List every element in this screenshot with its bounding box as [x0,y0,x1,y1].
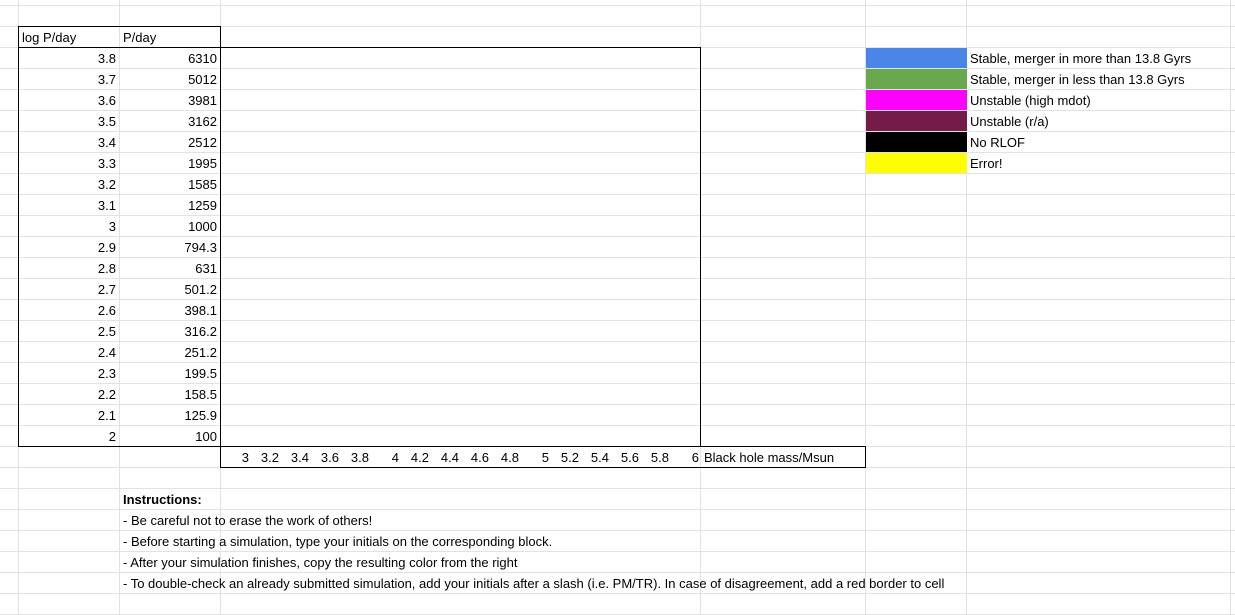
mass-value-cell[interactable]: 4.2 [410,450,429,465]
log-period-cell[interactable]: 2.7 [97,282,116,297]
instruction-line[interactable]: - Before starting a simulation, type you… [123,534,553,549]
header-log-period[interactable]: log P/day [22,30,77,45]
legend-label[interactable]: Unstable (high mdot) [970,93,1091,108]
legend-label[interactable]: Stable, merger in more than 13.8 Gyrs [970,51,1192,66]
mass-value-cell[interactable]: 6 [691,450,699,465]
log-period-cell[interactable]: 3.8 [97,51,116,66]
mass-value-cell[interactable]: 3.8 [350,450,369,465]
mass-value-cell[interactable]: 5.8 [650,450,669,465]
period-cell[interactable]: 100 [195,429,217,444]
mass-value-cell[interactable]: 4.6 [470,450,489,465]
legend-swatch[interactable] [866,90,967,110]
mass-value-cell[interactable]: 5.4 [590,450,609,465]
mass-axis-box [220,446,866,468]
period-cell[interactable]: 125.9 [184,408,217,423]
legend-label[interactable]: Error! [970,156,1003,171]
log-period-cell[interactable]: 2.6 [97,303,116,318]
mass-value-cell[interactable]: 4.4 [440,450,459,465]
period-cell[interactable]: 631 [195,261,217,276]
log-period-cell[interactable]: 3 [108,219,116,234]
period-cell[interactable]: 1259 [188,198,217,213]
legend-swatch[interactable] [866,69,967,89]
mass-axis-label[interactable]: Black hole mass/Msun [704,450,835,465]
period-cell[interactable]: 398.1 [184,303,217,318]
instruction-line[interactable]: - Be careful not to erase the work of ot… [123,513,373,528]
log-period-cell[interactable]: 2.4 [97,345,116,360]
log-period-cell[interactable]: 3.7 [97,72,116,87]
mass-value-cell[interactable]: 5.6 [620,450,639,465]
mass-value-cell[interactable]: 3.4 [290,450,309,465]
log-period-cell[interactable]: 2.1 [97,408,116,423]
log-period-cell[interactable]: 2.3 [97,366,116,381]
log-period-cell[interactable]: 2.2 [97,387,116,402]
mass-value-cell[interactable]: 3.6 [320,450,339,465]
log-period-cell[interactable]: 3.1 [97,198,116,213]
period-cell[interactable]: 1000 [188,219,217,234]
legend-swatch[interactable] [866,111,967,131]
log-period-cell[interactable]: 3.4 [97,135,116,150]
period-cell[interactable]: 199.5 [184,366,217,381]
mass-value-cell[interactable]: 3 [241,450,249,465]
log-period-cell[interactable]: 2.9 [97,240,116,255]
log-period-cell[interactable]: 2.5 [97,324,116,339]
period-cell[interactable]: 316.2 [184,324,217,339]
legend-swatch[interactable] [866,132,967,152]
mass-value-cell[interactable]: 4.8 [500,450,519,465]
period-cell[interactable]: 3162 [188,114,217,129]
period-cell[interactable]: 3981 [188,93,217,108]
legend-label[interactable]: No RLOF [970,135,1025,150]
log-period-cell[interactable]: 3.5 [97,114,116,129]
period-cell[interactable]: 158.5 [184,387,217,402]
period-cell[interactable]: 2512 [188,135,217,150]
simulation-grid-box[interactable] [220,47,701,447]
mass-value-cell[interactable]: 5 [541,450,549,465]
legend-swatch[interactable] [866,48,967,68]
log-period-cell[interactable]: 3.3 [97,156,116,171]
log-period-cell[interactable]: 3.2 [97,177,116,192]
log-period-cell[interactable]: 2 [108,429,116,444]
log-period-cell[interactable]: 3.6 [97,93,116,108]
period-cell[interactable]: 501.2 [184,282,217,297]
log-period-cell[interactable]: 2.8 [97,261,116,276]
period-cell[interactable]: 5012 [188,72,217,87]
mass-value-cell[interactable]: 3.2 [260,450,279,465]
instruction-line[interactable]: - To double-check an already submitted s… [123,576,945,591]
period-cell[interactable]: 1585 [188,177,217,192]
legend-swatch[interactable] [866,153,967,173]
header-period[interactable]: P/day [123,30,157,45]
period-cell[interactable]: 794.3 [184,240,217,255]
legend-label[interactable]: Unstable (r/a) [970,114,1049,129]
mass-value-cell[interactable]: 5.2 [560,450,579,465]
period-cell[interactable]: 1995 [188,156,217,171]
period-cell[interactable]: 251.2 [184,345,217,360]
instruction-line[interactable]: - After your simulation finishes, copy t… [123,555,518,570]
legend-label[interactable]: Stable, merger in less than 13.8 Gyrs [970,72,1185,87]
instructions-title[interactable]: Instructions: [123,492,202,507]
mass-value-cell[interactable]: 4 [391,450,399,465]
period-cell[interactable]: 6310 [188,51,217,66]
